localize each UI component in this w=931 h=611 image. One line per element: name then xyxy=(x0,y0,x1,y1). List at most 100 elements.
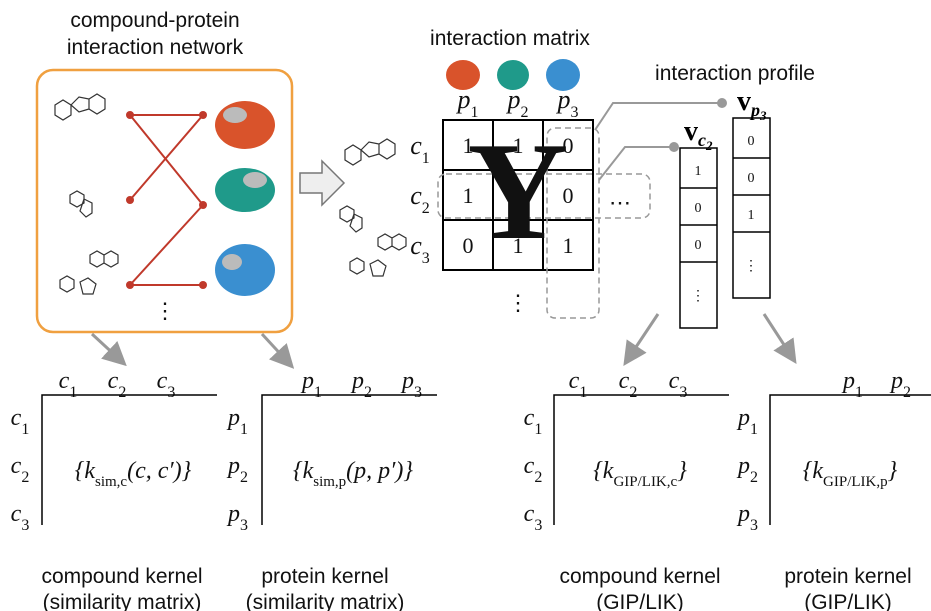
kernel-caption: (similarity matrix) xyxy=(246,591,405,611)
connector-dots xyxy=(669,98,727,152)
base: c xyxy=(11,501,22,527)
subscript: 1 xyxy=(750,421,758,438)
subscript: 2 xyxy=(534,469,542,486)
subscript: 2 xyxy=(629,384,637,401)
matrix-title: interaction matrix xyxy=(430,27,590,50)
base: p xyxy=(226,501,240,527)
expr-sub: GIP/LIK,p xyxy=(823,474,888,490)
arrows xyxy=(90,313,797,369)
math-label: p1 xyxy=(736,405,758,438)
compounds xyxy=(54,93,407,295)
subscript: 2 xyxy=(364,384,372,401)
expr-pre: {k xyxy=(803,458,824,484)
math-label: p2 xyxy=(736,453,758,486)
math-label: c1 xyxy=(59,368,78,401)
vector-entry: ⋮ xyxy=(691,289,705,304)
subsubscript: 2 xyxy=(705,138,713,153)
kernel-caption: protein kernel xyxy=(784,565,911,588)
subscript: 3 xyxy=(414,384,422,401)
cell: 1 xyxy=(463,133,474,158)
math-label: c2 xyxy=(524,453,543,486)
base: c xyxy=(524,453,535,479)
expr-sub: sim,p xyxy=(313,474,346,490)
subscript: c xyxy=(698,130,706,150)
subscript: 3 xyxy=(21,517,29,534)
base: p xyxy=(226,405,240,431)
math-label: p2 xyxy=(506,85,529,121)
nodes xyxy=(126,111,207,289)
subscript: 2 xyxy=(21,469,29,486)
network-title: interaction network xyxy=(67,36,244,59)
base: v xyxy=(684,116,698,147)
expr-sub: GIP/LIK,c xyxy=(613,474,677,490)
base: p xyxy=(841,368,855,394)
kernel-expression: {ksim,c(c, c′)} xyxy=(75,458,192,490)
cell: 1 xyxy=(563,233,574,258)
math-label: p1 xyxy=(300,368,322,401)
cell: 0 xyxy=(563,133,574,158)
expr-pre: {k xyxy=(293,458,314,484)
dashed-selection xyxy=(437,127,651,319)
base: p xyxy=(506,85,521,114)
math-label: c2 xyxy=(108,368,127,401)
vector-label: vp3 xyxy=(737,86,767,123)
kernel-axes xyxy=(553,394,729,525)
vector-entry: ⋮ xyxy=(744,259,758,274)
math-label: c1 xyxy=(11,405,30,438)
math-label: p2 xyxy=(350,368,372,401)
base: p xyxy=(736,501,750,527)
base: p xyxy=(226,453,240,479)
kernel-expression: {kGIP/LIK,p} xyxy=(803,458,898,490)
subscript: 2 xyxy=(750,469,758,486)
subscript: 3 xyxy=(240,517,248,534)
kernel-caption: (GIP/LIK) xyxy=(804,591,892,611)
expr-sub: sim,c xyxy=(95,474,127,490)
base: c xyxy=(410,181,422,210)
math-label: c2 xyxy=(619,368,638,401)
subscript: p xyxy=(749,100,760,120)
base: v xyxy=(737,86,751,117)
base: c xyxy=(569,368,580,394)
math-label: c3 xyxy=(669,368,688,401)
column-ellipsis: ⋮ xyxy=(507,290,529,315)
matrix-symbol: Y xyxy=(467,114,568,269)
kernel-axes xyxy=(41,394,217,525)
expr-post: (p, p′)} xyxy=(346,458,413,484)
profile-title: interaction profile xyxy=(655,62,815,85)
cell: 1 xyxy=(463,183,474,208)
math-label: c1 xyxy=(524,405,543,438)
expr-pre: {k xyxy=(75,458,96,484)
base: c xyxy=(524,405,535,431)
vector-entry: 0 xyxy=(748,171,755,186)
connectors xyxy=(594,102,720,181)
subscript: 1 xyxy=(471,104,479,121)
kernel-caption: compound kernel xyxy=(41,565,202,588)
kernel-axes xyxy=(769,394,931,525)
cell: 0 xyxy=(463,233,474,258)
base: c xyxy=(669,368,680,394)
math-label: c3 xyxy=(157,368,176,401)
base: p xyxy=(889,368,903,394)
math-label: c3 xyxy=(524,501,543,534)
cell: 0 xyxy=(563,183,574,208)
math-label: c2 xyxy=(410,181,430,217)
vector-label: vc2 xyxy=(684,116,713,153)
kernel-caption: (similarity matrix) xyxy=(43,591,202,611)
kernel-caption: protein kernel xyxy=(261,565,388,588)
subscript: 1 xyxy=(314,384,322,401)
subscript: 3 xyxy=(571,104,579,121)
math-label: p3 xyxy=(736,501,758,534)
base: c xyxy=(11,453,22,479)
base: p xyxy=(556,85,571,114)
expr-post: } xyxy=(888,458,898,484)
subscript: 3 xyxy=(422,250,430,267)
row-ellipsis: ⋯ xyxy=(609,190,631,215)
matrix-grid xyxy=(442,119,594,271)
math-label: p3 xyxy=(226,501,248,534)
math-label: p2 xyxy=(889,368,911,401)
network-title: compound-protein xyxy=(70,9,239,32)
base: c xyxy=(59,368,70,394)
subscript: 2 xyxy=(903,384,911,401)
vector-boxes xyxy=(679,117,771,329)
